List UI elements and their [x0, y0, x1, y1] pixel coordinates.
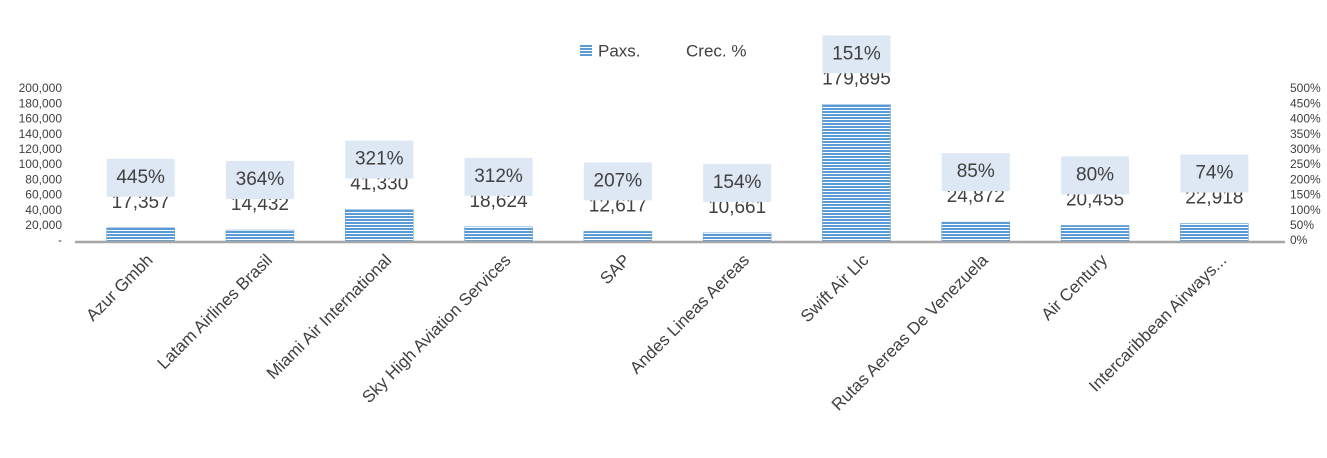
growth-label-box — [583, 162, 652, 201]
growth-label: 85% — [957, 161, 995, 182]
growth-label: 321% — [355, 149, 404, 170]
growth-label: 207% — [594, 170, 643, 191]
y2-tick-label: 300% — [1290, 142, 1321, 156]
x-tick: Latam Airlines Brasil — [154, 251, 276, 373]
growth-label: 445% — [116, 167, 165, 188]
x-tick-label: Air Century — [1037, 250, 1111, 324]
data-label: 179,895 — [822, 68, 891, 89]
data-label: 24,872 — [947, 186, 1005, 207]
bar — [702, 232, 772, 242]
y2-tick-label: 400% — [1290, 112, 1321, 126]
x-tick-label: Intercaribbean Airways... — [1085, 251, 1230, 396]
x-tick: Intercaribbean Airways... — [1085, 251, 1230, 396]
y2-tick-label: 450% — [1290, 96, 1321, 110]
data-label: 12,617 — [589, 195, 647, 216]
growth-label: 80% — [1076, 164, 1114, 185]
growth-label-box — [225, 161, 294, 200]
growth-label-box — [1180, 154, 1249, 193]
bar — [941, 221, 1010, 242]
x-tick: Miami Air International — [263, 251, 395, 383]
growth-label: 151% — [832, 43, 881, 64]
data-label: 41,330 — [350, 174, 408, 195]
y-tick-label: 80,000 — [25, 172, 62, 186]
x-tick-label: Latam Airlines Brasil — [154, 251, 276, 373]
y-tick-label: 40,000 — [25, 203, 62, 217]
bar — [1060, 225, 1130, 242]
growth-label: 364% — [236, 169, 285, 190]
bar — [106, 227, 175, 242]
y2-tick-label: 50% — [1290, 218, 1314, 232]
y2-tick-label: 350% — [1290, 127, 1321, 141]
growth-label-box — [822, 35, 891, 74]
x-tick-label: Andes Lineas Aereas — [626, 251, 753, 378]
x-tick: Andes Lineas Aereas — [626, 251, 753, 378]
data-label: 22,918 — [1185, 188, 1243, 209]
data-label: 10,661 — [708, 197, 766, 218]
x-tick: Azur Gmbh — [82, 251, 156, 325]
data-label: 14,432 — [231, 194, 289, 215]
y-tick-label: 60,000 — [25, 188, 62, 202]
bar — [225, 229, 295, 242]
x-tick-label: Azur Gmbh — [82, 251, 156, 325]
y-tick-label: 140,000 — [19, 127, 63, 141]
bar — [583, 231, 653, 242]
y-tick-label: 160,000 — [19, 112, 63, 126]
data-label: 17,357 — [112, 192, 170, 213]
x-tick-label: Swift Air Llc — [797, 250, 873, 326]
y2-tick-label: 150% — [1290, 188, 1321, 202]
y-tick-label: 200,000 — [19, 81, 63, 95]
growth-label: 74% — [1195, 163, 1233, 184]
y2-tick-label: 500% — [1290, 81, 1321, 95]
x-tick: Swift Air Llc — [797, 250, 873, 326]
growth-label-box — [345, 140, 414, 179]
x-tick: Air Century — [1037, 250, 1111, 324]
bar — [1180, 223, 1249, 242]
bar — [345, 209, 414, 242]
growth-label-box — [106, 158, 175, 197]
x-tick-label: Miami Air International — [263, 251, 395, 383]
data-label: 20,455 — [1066, 189, 1124, 210]
y2-tick-label: 100% — [1290, 203, 1321, 217]
growth-label: 312% — [474, 166, 523, 187]
growth-label-box — [941, 153, 1010, 192]
y-tick-label: 180,000 — [19, 96, 63, 110]
x-tick-label: SAP — [596, 251, 633, 288]
y-tick-label: - — [58, 233, 62, 247]
legend-label: Crec. % — [686, 41, 746, 60]
growth-label: 154% — [713, 172, 762, 193]
x-tick: SAP — [596, 251, 633, 288]
y2-tick-label: 200% — [1290, 172, 1321, 186]
y-tick-label: 120,000 — [19, 142, 63, 156]
legend-label: Paxs. — [598, 41, 641, 60]
y2-tick-label: 250% — [1290, 157, 1321, 171]
bar — [822, 104, 891, 242]
growth-label-box — [464, 157, 533, 196]
bar — [464, 226, 533, 242]
y-tick-label: 100,000 — [19, 157, 63, 171]
legend-swatch — [580, 45, 592, 57]
growth-label-box — [1061, 156, 1130, 195]
data-label: 18,624 — [469, 191, 528, 212]
y-tick-label: 20,000 — [25, 218, 62, 232]
y2-tick-label: 0% — [1290, 233, 1308, 247]
growth-label-box — [703, 163, 772, 202]
